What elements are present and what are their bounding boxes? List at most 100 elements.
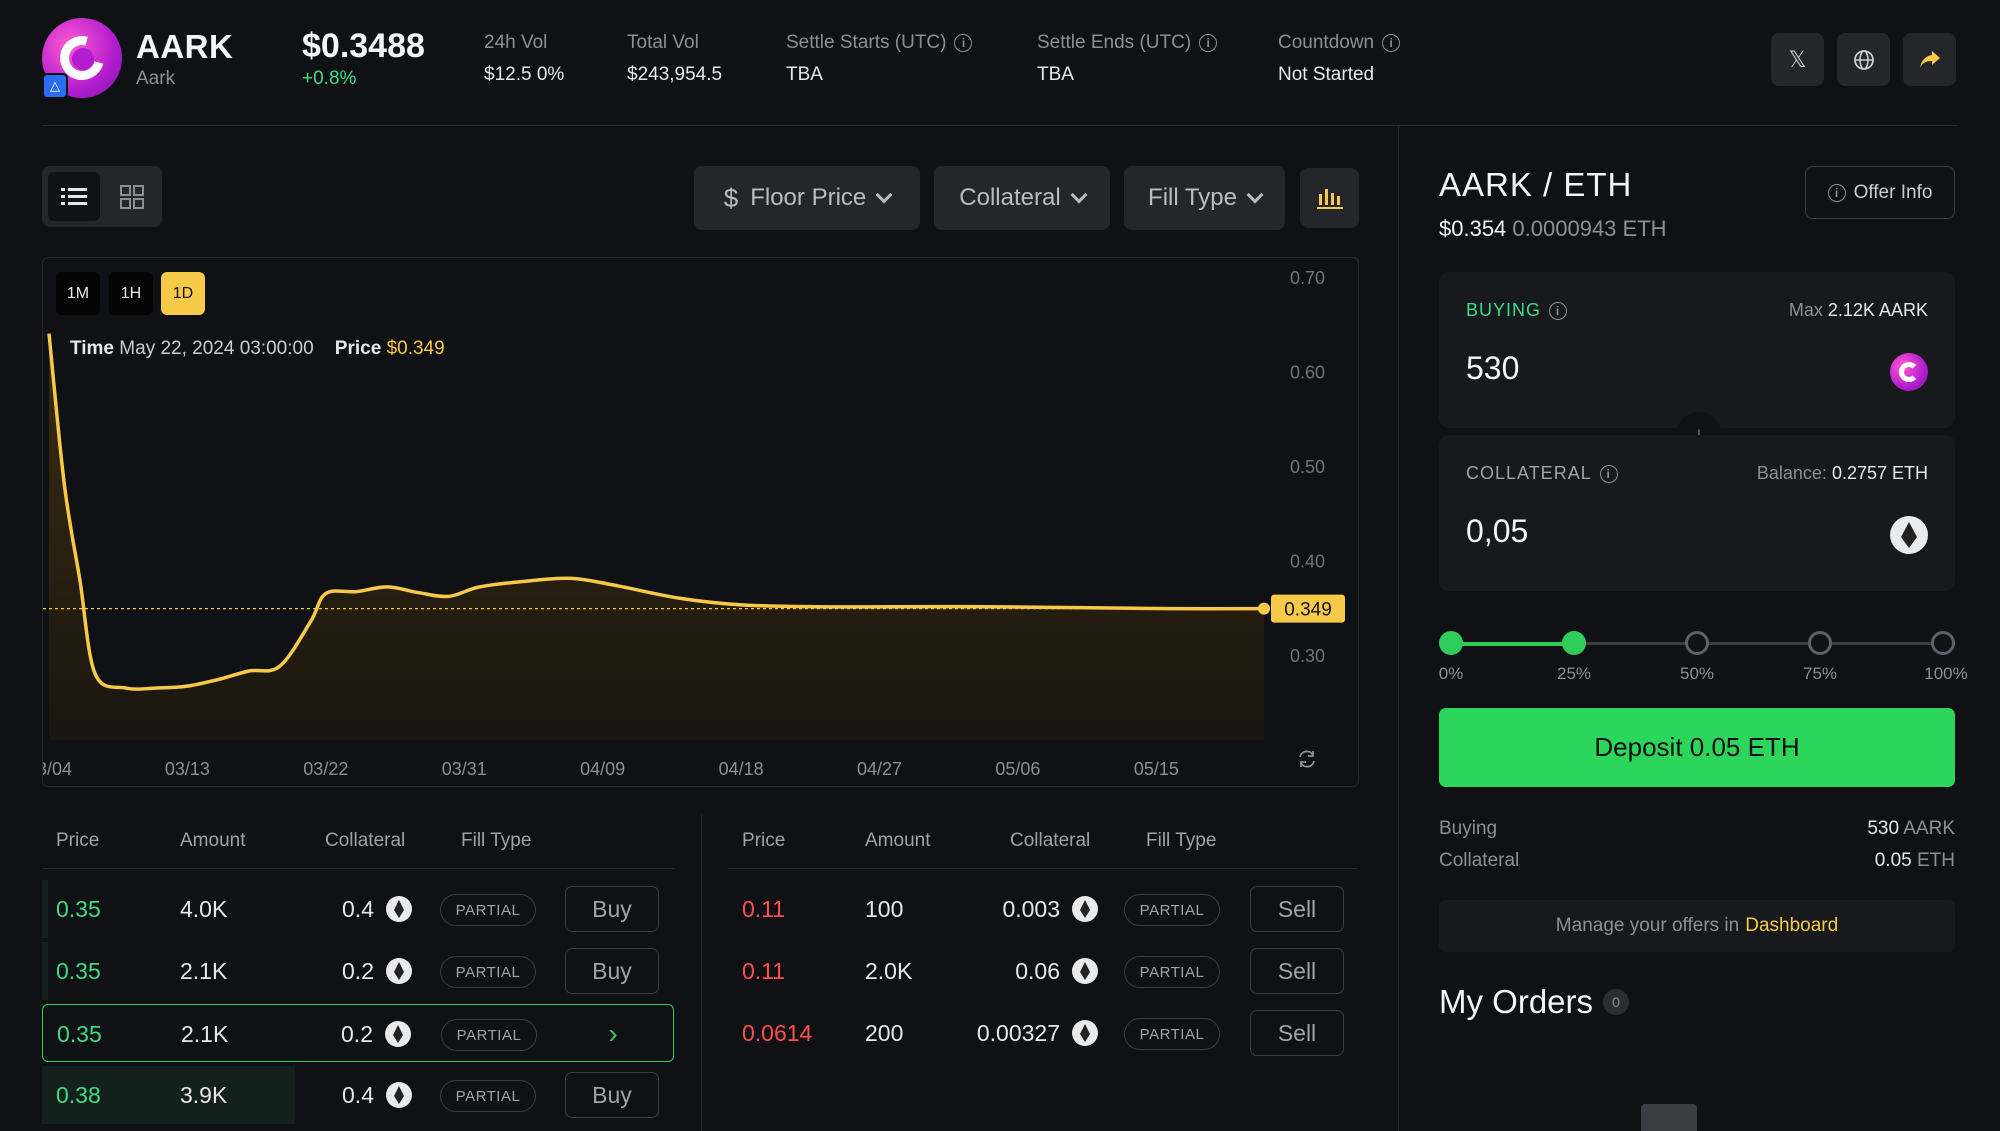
order-amount: 4.0K xyxy=(180,895,228,922)
collateral-dropdown[interactable]: Collateral xyxy=(934,166,1110,230)
sell-order-row[interactable]: 0.0614 200 0.00327 PARTIAL Sell xyxy=(728,1004,1358,1062)
slider-step-label: 0% xyxy=(1438,664,1464,683)
order-price: 0.11 xyxy=(742,957,786,984)
collateral-amount-input[interactable]: 0,05 xyxy=(1466,513,1529,549)
empty-orders-icon xyxy=(1641,1104,1697,1131)
fill-type-badge: PARTIAL xyxy=(1124,894,1220,926)
grid-icon xyxy=(120,184,144,209)
x-tick-label: 04/27 xyxy=(857,759,902,779)
x-tick-label: 05/06 xyxy=(995,759,1040,779)
depth-bar xyxy=(42,880,49,938)
timeframe-1m-button[interactable]: 1M xyxy=(56,272,100,315)
aark-token-icon xyxy=(1890,353,1928,391)
balance: Balance: 0.2757 ETH xyxy=(1756,463,1928,483)
stat-24h-vol: 24h Vol $12.5 0% xyxy=(484,32,565,85)
info-icon[interactable]: i xyxy=(1549,301,1568,320)
order-collateral: 0.4 xyxy=(342,1066,412,1124)
chart-tooltip: Time May 22, 2024 03:00:00 Price $0.349 xyxy=(70,338,445,359)
order-amount: 100 xyxy=(865,895,904,922)
order-collateral: 0.06 xyxy=(1015,942,1098,1000)
info-icon: i xyxy=(1827,183,1846,202)
collateral-label: COLLATERAL i xyxy=(1466,463,1618,484)
eth-icon xyxy=(386,896,412,922)
globe-icon xyxy=(1853,49,1874,70)
col-price: Price xyxy=(56,830,100,851)
share-arrow-icon xyxy=(1919,50,1940,68)
sell-button[interactable]: Sell xyxy=(1250,1010,1344,1056)
x-tick-label: 03/13 xyxy=(165,759,210,779)
buy-button[interactable]: Buy xyxy=(565,948,659,994)
chevron-right-icon[interactable]: › xyxy=(608,1018,618,1049)
chart-toggle-button[interactable] xyxy=(1300,168,1359,228)
floor-price-dropdown[interactable]: $ Floor Price xyxy=(694,166,920,230)
x-icon: 𝕏 xyxy=(1788,46,1807,72)
order-amount: 200 xyxy=(865,1019,904,1046)
buy-order-row[interactable]: 0.35 4.0K 0.4 PARTIAL Buy xyxy=(42,880,674,938)
price-line xyxy=(47,333,1265,691)
summary-collateral: Collateral 0.05 ETH xyxy=(1439,850,1955,871)
deposit-button[interactable]: Deposit 0.05 ETH xyxy=(1439,708,1955,787)
x-tick-label: 03/31 xyxy=(442,759,487,779)
sell-order-row[interactable]: 0.11 2.0K 0.06 PARTIAL Sell xyxy=(728,942,1358,1000)
summary-buying: Buying 530 AARK xyxy=(1439,818,1955,839)
token-name: AARK xyxy=(136,28,234,65)
slider-step-knob[interactable] xyxy=(1685,631,1709,655)
order-collateral: 0.2 xyxy=(342,942,412,1000)
col-fill-type: Fill Type xyxy=(1146,830,1217,851)
share-button[interactable] xyxy=(1903,33,1956,86)
stat-settle-starts: Settle Starts (UTC) i TBA xyxy=(786,32,973,86)
dashboard-link[interactable]: Dashboard xyxy=(1745,915,1839,936)
sell-button[interactable]: Sell xyxy=(1250,948,1344,994)
eth-icon xyxy=(386,1082,412,1108)
stat-settle-ends: Settle Ends (UTC) i TBA xyxy=(1037,32,1218,86)
info-icon[interactable]: i xyxy=(1382,34,1401,52)
aark-logo: △ xyxy=(42,18,122,99)
fill-type-dropdown[interactable]: Fill Type xyxy=(1124,166,1285,230)
list-view-button[interactable] xyxy=(48,172,100,221)
info-icon[interactable]: i xyxy=(1199,34,1218,52)
website-button[interactable] xyxy=(1837,33,1890,86)
x-tick-label: 03/22 xyxy=(303,759,348,779)
slider-step-knob[interactable] xyxy=(1808,631,1832,655)
slider-step-knob[interactable] xyxy=(1931,631,1955,655)
order-amount: 2.1K xyxy=(180,957,228,984)
sell-button[interactable]: Sell xyxy=(1250,886,1344,932)
info-icon[interactable]: i xyxy=(954,34,973,52)
orders-count-badge: 0 xyxy=(1603,989,1630,1015)
buy-button[interactable]: Buy xyxy=(565,886,659,932)
order-amount: 2.1K xyxy=(181,1020,229,1047)
order-collateral: 0.003 xyxy=(1002,880,1098,938)
info-icon[interactable]: i xyxy=(1599,464,1618,483)
y-tick-label: 0.30 xyxy=(1290,646,1325,666)
chevron-down-icon xyxy=(1070,186,1088,204)
current-price-tag xyxy=(1271,594,1345,623)
buy-order-row[interactable]: 0.38 3.9K 0.4 PARTIAL Buy xyxy=(42,1066,674,1124)
sell-order-row[interactable]: 0.11 100 0.003 PARTIAL Sell xyxy=(728,880,1358,938)
trading-pair: AARK / ETH xyxy=(1439,166,1633,203)
x-twitter-button[interactable]: 𝕏 xyxy=(1771,33,1824,86)
order-price: 0.35 xyxy=(56,957,101,984)
buy-order-row[interactable]: 0.35 2.1K 0.2 PARTIAL Buy xyxy=(42,942,674,1000)
slider-step-knob[interactable] xyxy=(1562,631,1586,655)
refresh-icon[interactable] xyxy=(1296,748,1318,770)
order-amount: 2.0K xyxy=(865,957,913,984)
slider-step-label: 25% xyxy=(1556,664,1592,683)
slider-step-label: 75% xyxy=(1802,664,1838,683)
buy-button[interactable]: Buy xyxy=(565,1072,659,1118)
grid-view-button[interactable] xyxy=(106,172,158,221)
order-collateral: 0.00327 xyxy=(977,1004,1098,1062)
timeframe-1h-button[interactable]: 1H xyxy=(109,272,153,315)
buying-amount-input[interactable]: 530 xyxy=(1466,350,1520,386)
buying-card: BUYING i Max 2.12K AARK 530 xyxy=(1439,272,1955,428)
timeframe-1d-button[interactable]: 1D xyxy=(161,272,205,315)
slider-step-knob[interactable] xyxy=(1439,631,1463,655)
buy-order-row[interactable]: 0.35 2.1K 0.2 PARTIAL › xyxy=(42,1004,674,1062)
max-amount[interactable]: Max 2.12K AARK xyxy=(1788,300,1928,320)
col-fill-type: Fill Type xyxy=(461,830,532,851)
col-amount: Amount xyxy=(865,830,931,851)
eth-icon xyxy=(1072,958,1098,984)
order-price: 0.35 xyxy=(57,1020,102,1047)
offer-info-button[interactable]: i Offer Info xyxy=(1805,166,1955,219)
fill-type-badge: PARTIAL xyxy=(1124,956,1220,988)
market-header: △ AARK Aark $0.3488 +0.8% 24h Vol $12.5 … xyxy=(42,0,1958,126)
